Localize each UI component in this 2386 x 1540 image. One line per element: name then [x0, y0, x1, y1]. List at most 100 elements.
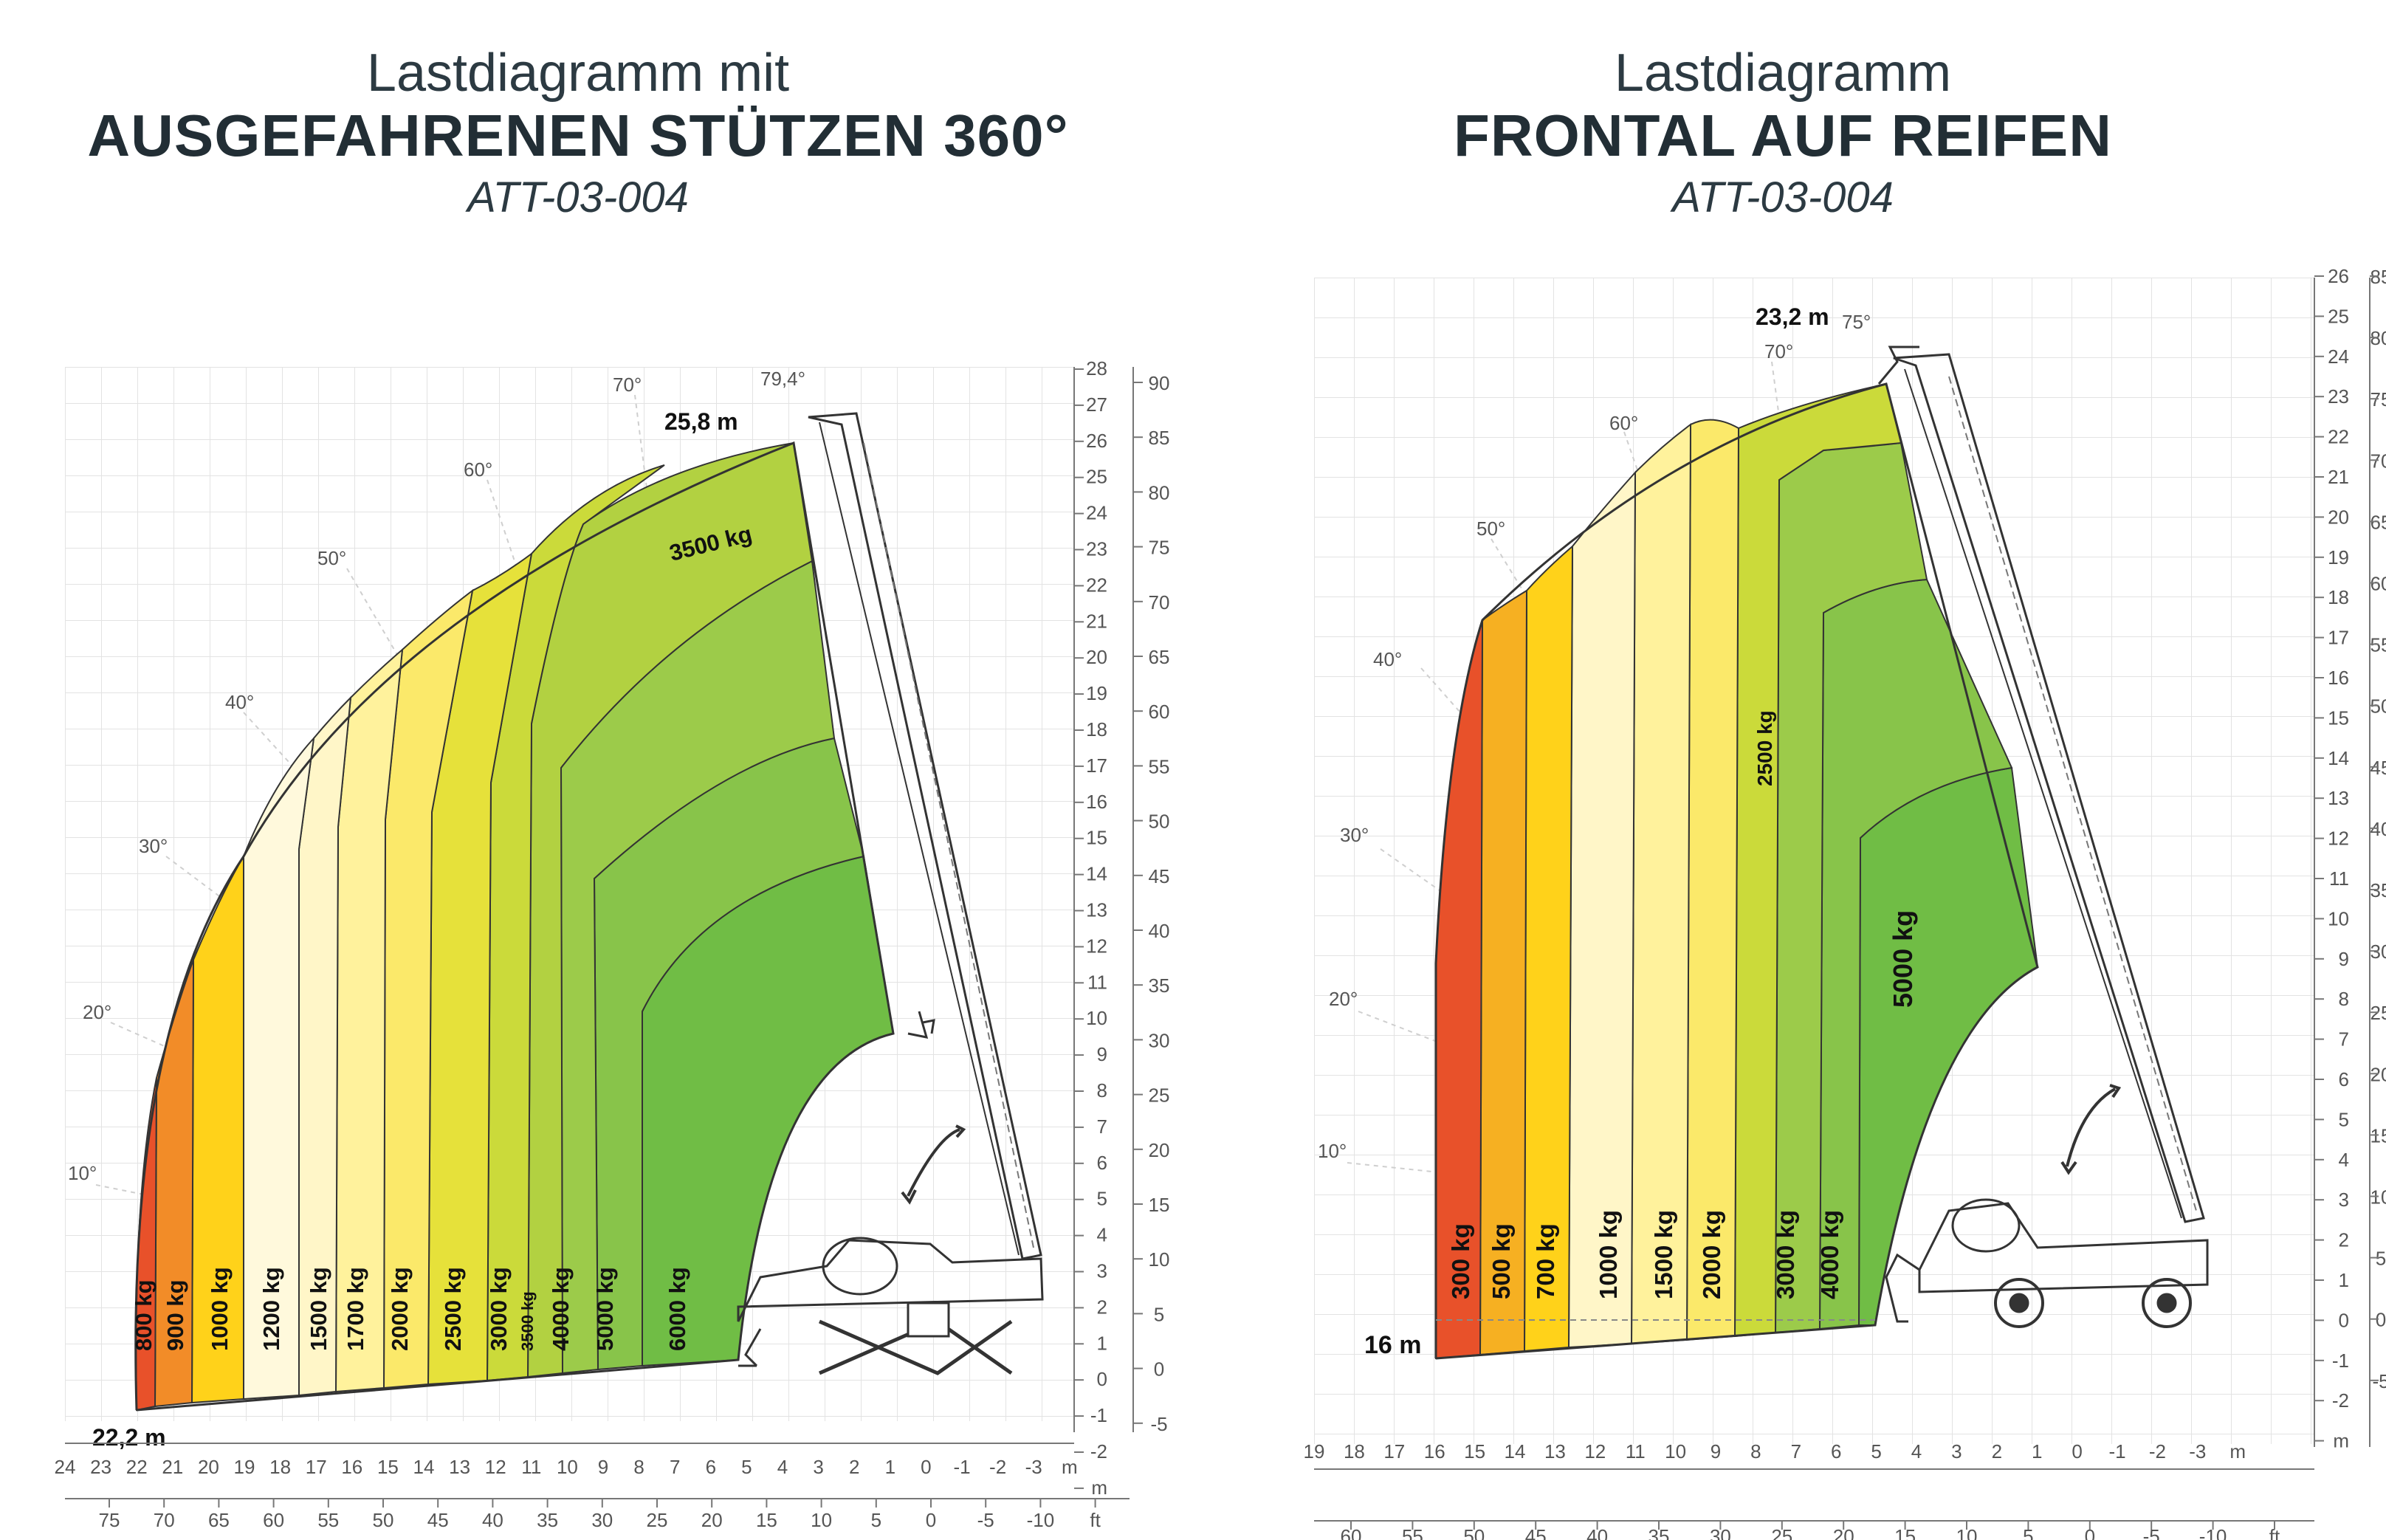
zone-700-r — [1567, 470, 1637, 1349]
rxft-tick: ft — [2269, 1525, 2280, 1540]
left-rotation-arrow — [907, 1128, 960, 1197]
rym-tick: 3 — [2339, 1189, 2349, 1211]
rym-tick: 21 — [2328, 466, 2349, 488]
left-angle-max: 79,4° — [760, 368, 805, 390]
right-load-zones — [1434, 382, 2039, 1360]
right-machine-drawing — [1877, 346, 2209, 1328]
lxm-tick: 20 — [198, 1456, 219, 1478]
right-angle-60: 60° — [1609, 412, 1638, 434]
zone-1500-r — [1685, 419, 1740, 1341]
right-envelope-outline — [1434, 382, 2039, 1360]
rym-tick: -1 — [2332, 1350, 2349, 1372]
rxm-tick: 6 — [1831, 1440, 1841, 1462]
zone-1200 — [243, 735, 315, 1400]
left-max-height: 25,8 m — [664, 408, 738, 435]
lxm-tick: 13 — [449, 1456, 470, 1478]
left-load-zones — [134, 441, 895, 1412]
lxm-tick: 23 — [90, 1456, 111, 1478]
lxm-tick: 0 — [921, 1456, 931, 1478]
lxft-tick: 15 — [756, 1509, 777, 1531]
lym-tick: 17 — [1086, 754, 1107, 777]
lxft-tick: 45 — [427, 1509, 449, 1531]
zone-2000-r — [1733, 382, 1902, 1338]
zone-3000 — [486, 464, 665, 1382]
rym-tick: 17 — [2328, 627, 2349, 649]
lxft-tick: ft — [1090, 1509, 1101, 1531]
lxm-tick: -1 — [953, 1456, 970, 1478]
lxft-tick: 65 — [208, 1509, 230, 1531]
right-title-line2: FRONTAL AUF REIFEN — [1453, 103, 2113, 168]
lxm-tick: 7 — [670, 1456, 680, 1478]
right-y-m-axis: 2625242322212019181716151413121110987654… — [2314, 265, 2349, 1452]
lym-tick: 8 — [1097, 1079, 1107, 1101]
left-angle-40: 40° — [225, 691, 254, 713]
rym-tick: 11 — [2329, 867, 2349, 890]
lym-tick: -2 — [1090, 1440, 1107, 1462]
label-1000kg-r: 1000 kg — [1595, 1210, 1622, 1299]
lxft-tick: 75 — [99, 1509, 120, 1531]
lxm-tick: 21 — [162, 1456, 183, 1478]
right-angle-40: 40° — [1373, 648, 1402, 670]
label-6000kg: 6000 kg — [664, 1267, 690, 1351]
rxft-tick: 30 — [1710, 1525, 1731, 1540]
lym-tick: 6 — [1097, 1152, 1107, 1174]
lyft-tick: 5 — [1154, 1303, 1164, 1325]
label-1700kg: 1700 kg — [343, 1267, 368, 1351]
label-2000kg: 2000 kg — [387, 1267, 413, 1351]
label-4000kg: 4000 kg — [548, 1267, 574, 1351]
rxft-tick: -10 — [2199, 1525, 2227, 1540]
lxft-tick: -10 — [1027, 1509, 1055, 1531]
lyft-tick: 25 — [1149, 1084, 1170, 1107]
rxft-tick: 15 — [1894, 1525, 1916, 1540]
lxft-tick: 35 — [537, 1509, 558, 1531]
ryft-tick: 5 — [2376, 1248, 2386, 1270]
lym-tick: 18 — [1086, 718, 1107, 740]
rym-tick: 7 — [2339, 1028, 2349, 1051]
rxm-tick: 16 — [1424, 1440, 1445, 1462]
left-chart: 10° 20° 30° 40° 50° 60° 70° 79,4° 800 kg… — [55, 357, 1170, 1531]
rxm-tick: 13 — [1544, 1440, 1566, 1462]
right-front-wheel — [1994, 1278, 2044, 1328]
lym-tick: 2 — [1097, 1296, 1107, 1318]
rxm-tick: 9 — [1711, 1440, 1721, 1462]
rym-tick: 12 — [2328, 828, 2349, 850]
lym-tick: 3 — [1097, 1260, 1107, 1282]
rym-tick: -2 — [2332, 1389, 2349, 1412]
rxm-tick: 18 — [1344, 1440, 1365, 1462]
left-title-line2: AUSGEFAHRENEN STÜTZEN 360° — [87, 103, 1069, 168]
rxft-tick: 25 — [1771, 1525, 1792, 1540]
lxm-tick: 10 — [557, 1456, 578, 1478]
label-3000kg: 3000 kg — [486, 1267, 512, 1351]
lym-tick: m — [1091, 1477, 1107, 1499]
lxft-tick: 20 — [701, 1509, 723, 1531]
lxm-tick: 18 — [269, 1456, 291, 1478]
lyft-tick: 60 — [1149, 701, 1170, 723]
label-2000kg-r: 2000 kg — [1698, 1210, 1725, 1299]
lyft-tick: 55 — [1149, 755, 1170, 777]
lym-tick: 11 — [1087, 971, 1107, 993]
right-model: ATT-03-004 — [1672, 173, 1894, 221]
rxm-tick: 0 — [2072, 1440, 2082, 1462]
rxm-tick: 17 — [1383, 1440, 1405, 1462]
label-1500kg: 1500 kg — [306, 1267, 331, 1351]
lxm-tick: 9 — [598, 1456, 608, 1478]
rym-tick: 0 — [2339, 1309, 2349, 1331]
right-angle-max: 75° — [1842, 311, 1871, 333]
lyft-tick: 0 — [1154, 1358, 1164, 1381]
rxm-tick: 11 — [1626, 1440, 1646, 1462]
lym-tick: 13 — [1086, 899, 1107, 921]
left-angle-20: 20° — [83, 1001, 111, 1023]
left-angle-labels: 10° 20° 30° 40° 50° 60° 70° 79,4° — [68, 368, 805, 1184]
rxm-tick: -2 — [2149, 1440, 2166, 1462]
rym-tick: 16 — [2328, 667, 2349, 689]
left-angle-70: 70° — [613, 374, 642, 396]
rxm-tick: 5 — [1871, 1440, 1881, 1462]
lym-tick: 20 — [1086, 646, 1107, 668]
rxft-tick: 35 — [1648, 1525, 1670, 1540]
rxft-tick: 10 — [1956, 1525, 1978, 1540]
lxft-tick: 60 — [263, 1509, 284, 1531]
label-1000kg: 1000 kg — [207, 1267, 233, 1351]
lyft-tick: 10 — [1149, 1248, 1170, 1271]
